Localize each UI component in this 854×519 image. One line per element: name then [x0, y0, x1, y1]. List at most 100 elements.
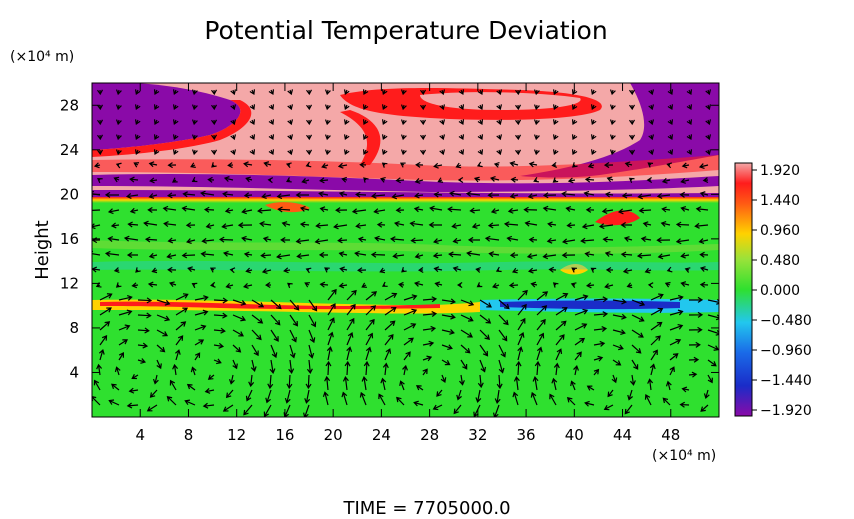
wind-vector [225, 389, 234, 399]
wind-vector [705, 104, 712, 111]
wind-vector [586, 282, 595, 289]
wind-vector [629, 134, 636, 141]
wind-vector [322, 391, 329, 406]
wind-vector [571, 267, 577, 273]
wind-vector [287, 104, 294, 111]
wind-vector [458, 119, 465, 126]
wind-vector [303, 404, 310, 417]
wind-vector [400, 149, 407, 156]
wind-vector [308, 314, 317, 328]
wind-vector [131, 282, 139, 289]
wind-vector [686, 149, 693, 156]
wind-vector [213, 312, 228, 319]
wind-vector [225, 282, 234, 289]
wind-vector [555, 320, 567, 331]
wind-vector [515, 89, 522, 96]
wind-vector [441, 313, 456, 320]
wind-vector [167, 162, 177, 169]
wind-vector [688, 356, 700, 363]
wind-vector [644, 393, 652, 406]
wind-vector [413, 206, 424, 213]
wind-vector [434, 281, 443, 288]
wind-vector [343, 149, 350, 156]
wind-vector [452, 266, 462, 272]
wind-vector [381, 119, 388, 126]
wind-vector [546, 237, 557, 244]
wind-vector [99, 293, 113, 301]
wind-vector [175, 321, 187, 331]
wind-vector [355, 222, 367, 229]
wind-vector [536, 346, 543, 361]
wind-vector [609, 89, 616, 96]
wind-vector [650, 307, 664, 316]
wind-vector [232, 299, 247, 306]
wind-vector [598, 223, 614, 230]
wind-vector [243, 251, 253, 258]
wind-vector [305, 267, 312, 274]
wind-vector [396, 396, 405, 406]
wind-vector [324, 149, 331, 156]
wind-vector [667, 149, 674, 156]
y-tick-label: 16 [60, 230, 79, 248]
wind-vector [261, 193, 272, 200]
wind-vector [359, 391, 367, 406]
wind-vector [127, 221, 139, 228]
wind-vector [194, 339, 205, 346]
wind-vector [365, 318, 375, 331]
wind-vector [447, 206, 462, 213]
wind-vector [669, 353, 679, 361]
wind-vector [548, 266, 557, 273]
wind-vector [707, 359, 717, 367]
x-tick-label: 24 [372, 426, 391, 444]
wind-vector [276, 253, 291, 260]
wind-vector [437, 177, 444, 183]
wind-vector [172, 104, 179, 111]
wind-vector [528, 161, 538, 168]
wind-vectors [92, 89, 719, 417]
wind-vector [243, 192, 253, 199]
wind-vector [268, 89, 275, 96]
wind-vector [308, 344, 315, 359]
wind-vector [207, 374, 215, 380]
wind-vector [289, 299, 300, 311]
wind-vector [477, 89, 484, 96]
wind-vector [381, 149, 388, 156]
wind-vector [660, 220, 671, 227]
wind-vector [295, 191, 310, 198]
wind-vector [621, 192, 633, 199]
wind-vector [134, 104, 141, 111]
wind-vector [304, 282, 310, 288]
wind-vector [490, 208, 500, 214]
wind-vector [422, 296, 438, 303]
wind-vector [567, 177, 576, 184]
wind-vector [473, 176, 481, 183]
wind-vector [288, 359, 295, 375]
wind-vector [573, 365, 580, 376]
wind-vector [249, 89, 256, 96]
wind-vector [656, 192, 671, 199]
wind-vector [515, 104, 522, 111]
y-axis: 4 8 12 16 20 24 28 [60, 96, 719, 381]
wind-vector [707, 344, 719, 351]
wind-vector [410, 237, 424, 244]
wind-vector [118, 294, 133, 301]
wind-vector [125, 193, 139, 200]
wind-vector [211, 119, 218, 126]
wind-vector [581, 223, 595, 230]
wind-vector [147, 206, 158, 213]
wind-vector [248, 374, 255, 388]
wind-vector [698, 163, 709, 170]
wind-vector [574, 351, 582, 361]
wind-vector [211, 149, 218, 156]
wind-vector [536, 305, 548, 316]
wind-vector [97, 104, 104, 111]
wind-vector [555, 292, 569, 301]
wind-vector [251, 329, 262, 341]
wind-vector [702, 177, 709, 184]
wind-vector [530, 281, 538, 288]
wind-vector [287, 89, 294, 96]
wind-vector [99, 321, 111, 331]
wind-vector [262, 236, 272, 243]
wind-vector [458, 104, 465, 111]
wind-vector [432, 404, 443, 411]
